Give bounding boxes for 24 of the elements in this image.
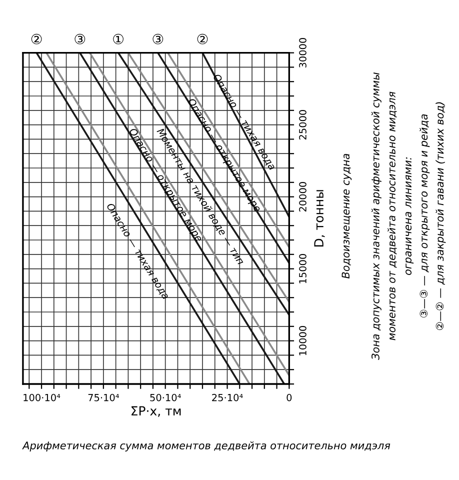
- text: Зона допустимых значений арифметической суммы: [371, 72, 382, 360]
- y-tick-label: 30000: [299, 38, 306, 68]
- y-tick-label: 10000: [299, 326, 306, 356]
- x-tick-label: 75·10⁴: [88, 394, 119, 402]
- y-tick-label: 15000: [299, 254, 306, 284]
- text: Водоизмещение судна: [342, 154, 352, 278]
- x-tick-label: 50·10⁴: [150, 394, 181, 402]
- text: ②—② — для закрытой гавани (тихих вод): [436, 102, 446, 330]
- text: Арифметическая сумма моментов дедвейта относительно мидэля: [22, 441, 390, 452]
- text: ограничена линиями:: [406, 157, 414, 275]
- x-tick-label: 25·10⁴: [212, 394, 243, 402]
- x-tick-label: 100·10⁴: [24, 394, 60, 402]
- annotation: ③: [74, 34, 86, 44]
- annotation: ③: [152, 34, 164, 44]
- y-tick-label: 25000: [299, 110, 306, 140]
- x-axis-title: ΣP·x, тм: [132, 406, 181, 417]
- y-tick-label: 20000: [299, 182, 306, 212]
- text: моментов от дедвейта относительно мидэля: [387, 92, 397, 340]
- x-tick-label: 0: [286, 394, 292, 402]
- annotation: ①: [113, 34, 124, 44]
- annotation: ②: [31, 34, 42, 44]
- annotation: ②: [197, 34, 208, 44]
- y-axis-title: D, тонны: [314, 190, 325, 247]
- text: ③—③ — для открытого моря и рейда: [420, 114, 430, 318]
